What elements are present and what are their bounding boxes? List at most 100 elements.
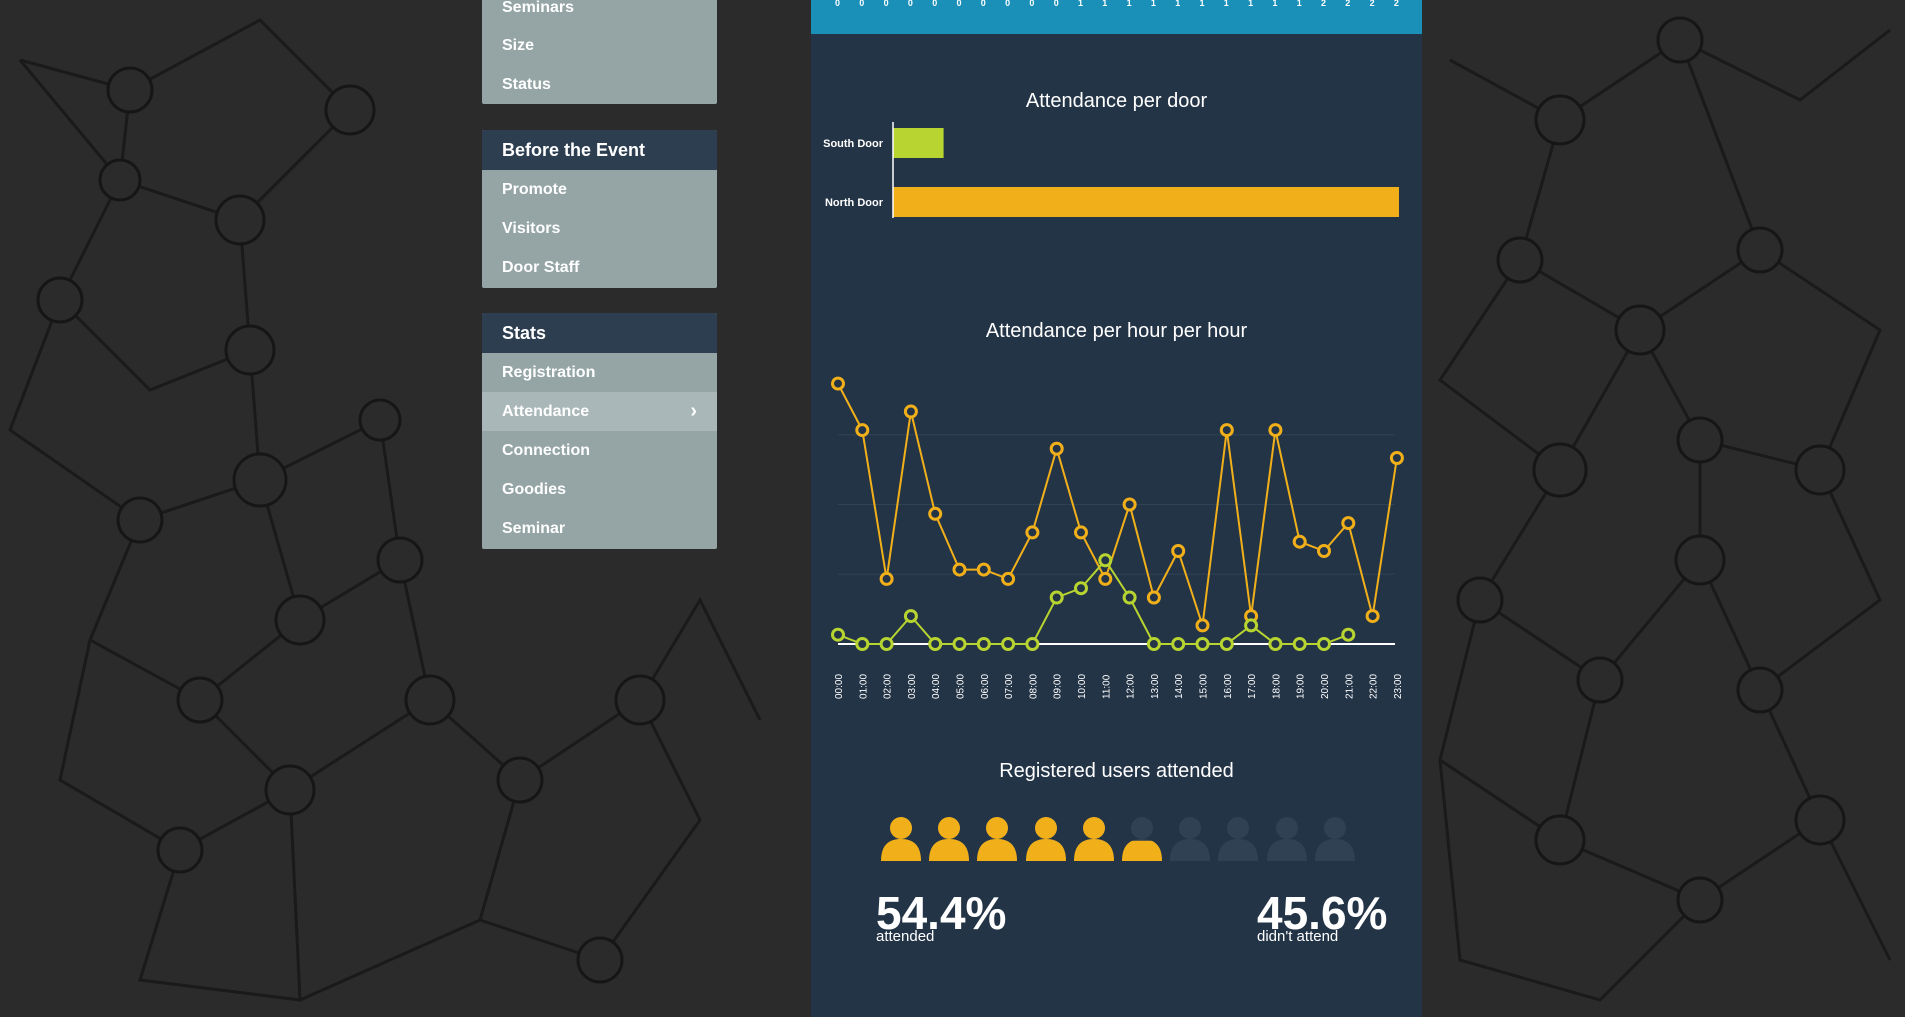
data-point bbox=[1292, 534, 1307, 549]
hour-tick-label: 06:00 bbox=[980, 674, 991, 699]
data-point bbox=[1001, 571, 1016, 586]
data-point bbox=[1219, 637, 1234, 651]
strip-tick-label: 0 bbox=[907, 0, 913, 8]
data-point bbox=[1268, 423, 1283, 438]
attended-percent: 54.4% bbox=[876, 887, 1007, 939]
strip-tick-label: 0 bbox=[956, 0, 962, 8]
data-point bbox=[1244, 618, 1259, 633]
sidebar-group-title: Stats bbox=[482, 313, 717, 353]
strip-tick-label: 0 bbox=[980, 0, 986, 8]
sidebar-group-event-setup: Seminars Size Status bbox=[482, 0, 717, 104]
strip-tick-label: 1 bbox=[1272, 0, 1278, 8]
registered-title: Registered users attended bbox=[999, 760, 1234, 782]
data-point bbox=[903, 609, 918, 624]
series-line bbox=[837, 558, 1349, 645]
person-icon bbox=[1218, 817, 1259, 861]
person-icon bbox=[1122, 817, 1162, 861]
sidebar-item-promote[interactable]: Promote bbox=[502, 181, 567, 198]
data-point bbox=[1025, 525, 1040, 540]
person-icon bbox=[1170, 817, 1211, 861]
strip-tick-label: 1 bbox=[1126, 0, 1132, 8]
person-icon bbox=[929, 817, 970, 861]
hour-tick-label: 02:00 bbox=[883, 674, 894, 699]
data-point bbox=[1317, 544, 1331, 558]
data-point bbox=[952, 637, 967, 651]
sidebar-item-seminars[interactable]: Seminars bbox=[502, 0, 575, 16]
not-attended-percent: 45.6% bbox=[1257, 887, 1388, 939]
sidebar-group-before-event: Before the Event Promote Visitors Door S… bbox=[482, 130, 717, 288]
not-attended-label: didn't attend bbox=[1257, 928, 1339, 945]
hour-tick-label: 22:00 bbox=[1369, 674, 1380, 699]
chevron-right-icon: › bbox=[690, 400, 697, 422]
data-point bbox=[1171, 637, 1186, 651]
strip-tick-label: 1 bbox=[1078, 0, 1084, 8]
door-tick-label: South Door bbox=[823, 138, 884, 150]
hour-tick-label: 19:00 bbox=[1296, 674, 1307, 699]
door-bar bbox=[893, 187, 1399, 217]
door-bar-chart: South Door North Door bbox=[823, 122, 1399, 218]
sidebar-item-size[interactable]: Size bbox=[502, 37, 535, 54]
data-point bbox=[1171, 544, 1186, 558]
data-point bbox=[879, 571, 894, 586]
hour-tick-label: 12:00 bbox=[1126, 674, 1137, 699]
sidebar-item-label: Attendance bbox=[502, 403, 590, 420]
data-point bbox=[831, 627, 845, 642]
strip-tick-label: 1 bbox=[1296, 0, 1302, 8]
data-point bbox=[879, 637, 894, 651]
data-point bbox=[855, 637, 870, 651]
door-chart-title: Attendance per door bbox=[1025, 90, 1208, 112]
sidebar-item-connection[interactable]: Connection bbox=[502, 442, 590, 459]
door-bar bbox=[893, 128, 944, 158]
person-icon bbox=[977, 817, 1018, 861]
door-tick-label: North Door bbox=[825, 197, 884, 209]
sidebar-item-goodies[interactable]: Goodies bbox=[502, 481, 567, 498]
stats-panel: 0 0 0 0 0 0 0 0 0 0 1 1 1 1 1 1 1 1 1 1 2 2 2 2 Attendance per … bbox=[811, 0, 1422, 1017]
sidebar-item-seminar[interactable]: Seminar bbox=[502, 520, 566, 537]
data-point bbox=[1389, 451, 1404, 465]
hour-tick-label: 01:00 bbox=[858, 674, 869, 699]
hour-tick-label: 15:00 bbox=[1199, 674, 1210, 699]
sidebar-item-attendance[interactable]: Attendance › bbox=[482, 392, 717, 431]
strip-tick-label: 0 bbox=[883, 0, 889, 8]
sidebar-item-visitors[interactable]: Visitors bbox=[502, 220, 561, 237]
data-point bbox=[1341, 516, 1356, 531]
data-point bbox=[1292, 637, 1307, 651]
strip-tick-label: 0 bbox=[1053, 0, 1059, 8]
sidebar-item-registration[interactable]: Registration bbox=[502, 364, 596, 381]
hour-tick-label: 03:00 bbox=[907, 674, 918, 699]
person-icon bbox=[1314, 817, 1355, 861]
strip-tick-label: 0 bbox=[835, 0, 841, 8]
data-point bbox=[1341, 627, 1356, 642]
attended-label: attended bbox=[876, 928, 935, 945]
person-icon bbox=[1025, 817, 1066, 861]
data-point bbox=[1365, 609, 1380, 624]
hour-tick-label: 09:00 bbox=[1053, 674, 1064, 699]
data-point bbox=[1025, 637, 1040, 651]
hour-tick-label: 13:00 bbox=[1150, 674, 1161, 699]
hour-tick-label: 17:00 bbox=[1247, 674, 1258, 699]
data-point bbox=[976, 562, 991, 577]
strip-tick-label: 1 bbox=[1199, 0, 1205, 8]
hour-tick-label: 00:00 bbox=[834, 674, 845, 699]
data-point bbox=[1195, 637, 1210, 651]
data-point bbox=[952, 562, 967, 577]
sidebar-item-status[interactable]: Status bbox=[502, 76, 551, 93]
person-icon bbox=[1073, 817, 1114, 861]
data-point bbox=[1146, 637, 1161, 651]
data-point bbox=[1122, 590, 1137, 605]
previous-chart-axis-strip: 0 0 0 0 0 0 0 0 0 0 1 1 1 1 1 1 1 1 1 1 2 2 2 2 bbox=[811, 0, 1422, 34]
data-point bbox=[1219, 423, 1234, 438]
hour-tick-label: 05:00 bbox=[956, 674, 967, 699]
data-point bbox=[831, 376, 845, 391]
data-point bbox=[855, 423, 870, 438]
person-icon bbox=[881, 817, 921, 861]
strip-tick-label: 2 bbox=[1345, 0, 1351, 8]
hour-tick-label: 21:00 bbox=[1344, 674, 1355, 699]
strip-tick-label: 0 bbox=[1005, 0, 1011, 8]
data-point bbox=[976, 637, 991, 651]
strip-tick-label: 2 bbox=[1393, 0, 1399, 8]
sidebar-item-door-staff[interactable]: Door Staff bbox=[502, 259, 580, 276]
hour-tick-label: 11:00 bbox=[1101, 674, 1112, 699]
data-point bbox=[1098, 571, 1113, 586]
